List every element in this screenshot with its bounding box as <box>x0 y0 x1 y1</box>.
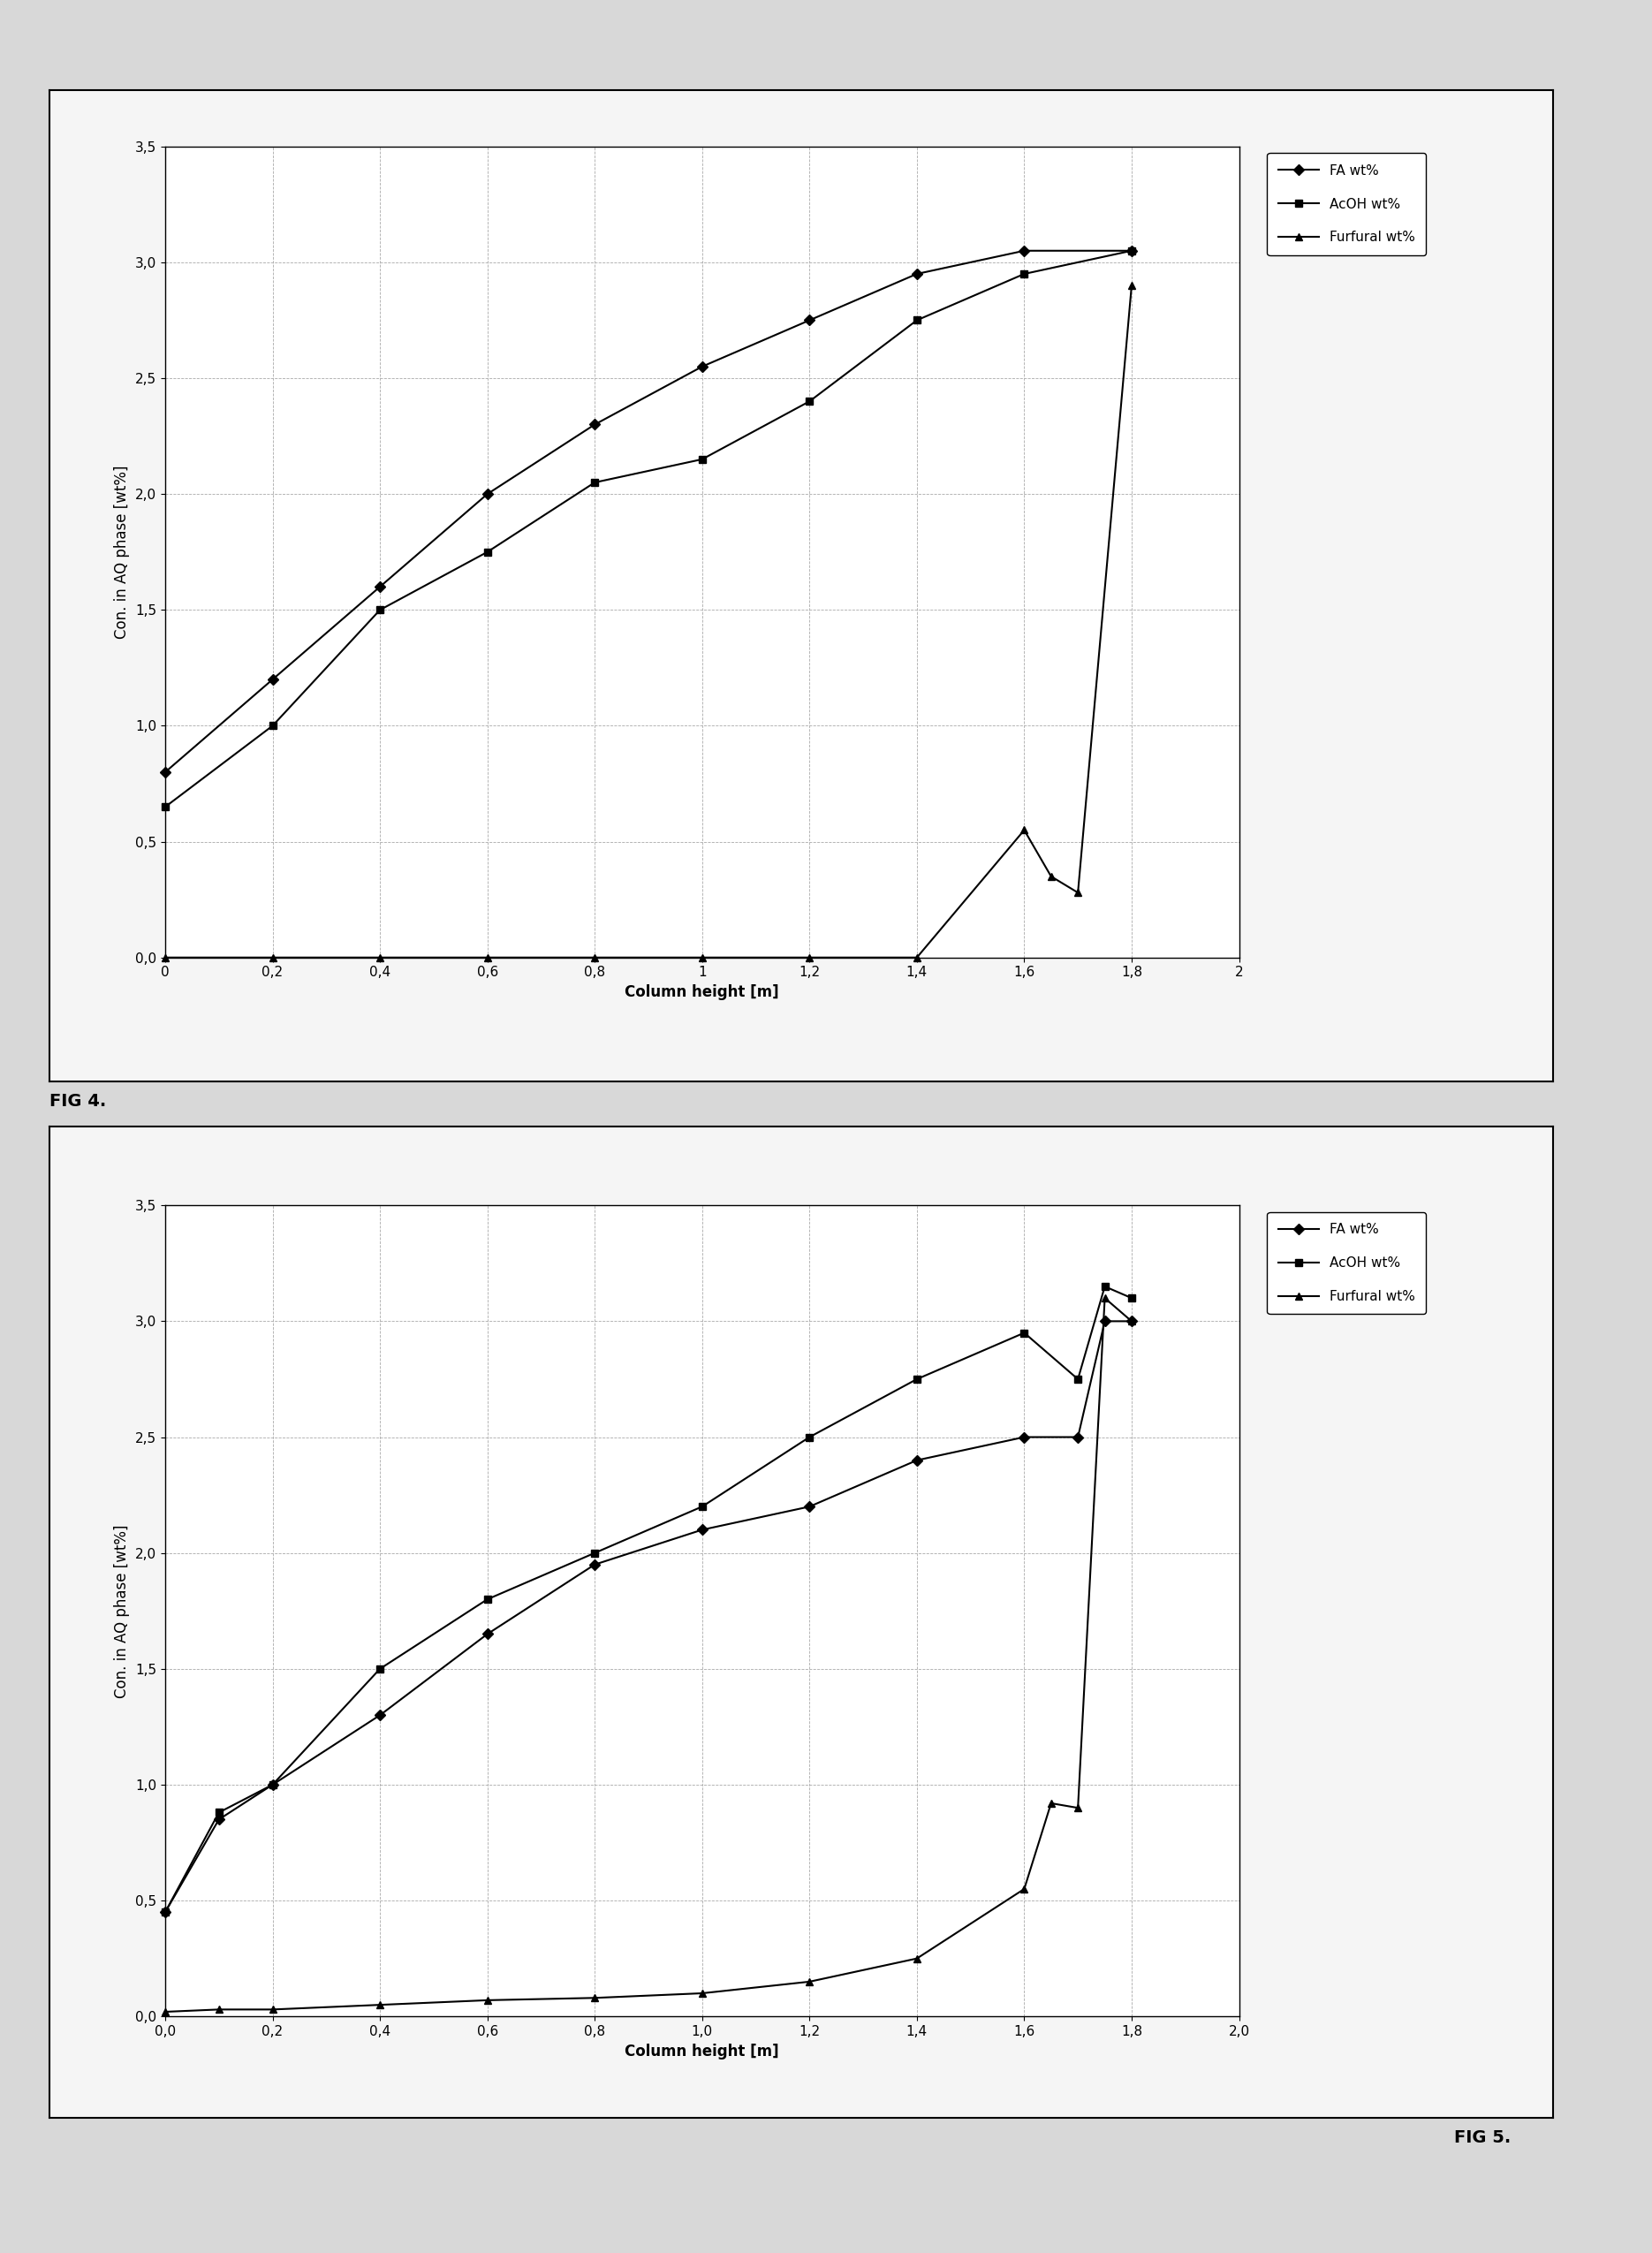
FA wt% <box>907 261 927 288</box>
AcOH wt% <box>263 712 282 739</box>
Furfural wt% <box>208 1996 228 2023</box>
Furfural wt% <box>370 1992 390 2019</box>
FA wt% <box>585 410 605 437</box>
Furfural wt% <box>692 944 712 971</box>
FA wt% <box>370 1701 390 1728</box>
AcOH wt% <box>585 1539 605 1566</box>
AcOH wt% <box>1067 1365 1087 1392</box>
AcOH wt% <box>370 597 390 624</box>
FA wt% <box>692 354 712 381</box>
FA wt% <box>477 480 497 507</box>
FA wt% <box>370 572 390 599</box>
FA wt% <box>692 1516 712 1543</box>
FA wt% <box>477 1620 497 1647</box>
AcOH wt% <box>907 306 927 333</box>
Furfural wt% <box>800 944 819 971</box>
Line: FA wt%: FA wt% <box>162 1318 1135 1915</box>
FA wt% <box>263 667 282 694</box>
Furfural wt% <box>692 1980 712 2007</box>
Furfural wt% <box>155 1998 175 2025</box>
FA wt% <box>1014 1424 1034 1451</box>
Line: Furfural wt%: Furfural wt% <box>162 1295 1135 2016</box>
Furfural wt% <box>585 1985 605 2012</box>
Y-axis label: Con. in AQ phase [wt%]: Con. in AQ phase [wt%] <box>114 464 131 640</box>
AcOH wt% <box>1014 261 1034 288</box>
AcOH wt% <box>585 469 605 496</box>
Furfural wt% <box>263 944 282 971</box>
AcOH wt% <box>477 538 497 566</box>
Furfural wt% <box>1067 1793 1087 1820</box>
Text: FIG 4.: FIG 4. <box>50 1093 106 1108</box>
AcOH wt% <box>1122 1284 1142 1311</box>
AcOH wt% <box>155 793 175 820</box>
AcOH wt% <box>800 1424 819 1451</box>
FA wt% <box>1014 237 1034 264</box>
FA wt% <box>800 306 819 333</box>
FA wt% <box>208 1807 228 1834</box>
Furfural wt% <box>477 1987 497 2014</box>
Furfural wt% <box>370 944 390 971</box>
Furfural wt% <box>1014 816 1034 843</box>
FA wt% <box>155 1899 175 1926</box>
Furfural wt% <box>477 944 497 971</box>
Line: FA wt%: FA wt% <box>162 248 1135 775</box>
FA wt% <box>800 1494 819 1521</box>
Furfural wt% <box>585 944 605 971</box>
AcOH wt% <box>1095 1273 1115 1300</box>
Furfural wt% <box>155 944 175 971</box>
Furfural wt% <box>1122 1307 1142 1334</box>
Legend: FA wt%, AcOH wt%, Furfural wt%: FA wt%, AcOH wt%, Furfural wt% <box>1267 1212 1426 1313</box>
Furfural wt% <box>1067 879 1087 906</box>
Furfural wt% <box>907 944 927 971</box>
FA wt% <box>1067 1424 1087 1451</box>
X-axis label: Column height [m]: Column height [m] <box>624 985 780 1000</box>
AcOH wt% <box>692 1494 712 1521</box>
FA wt% <box>155 759 175 786</box>
Furfural wt% <box>1041 863 1061 890</box>
Furfural wt% <box>800 1969 819 1996</box>
Furfural wt% <box>1041 1789 1061 1816</box>
FA wt% <box>1122 1307 1142 1334</box>
X-axis label: Column height [m]: Column height [m] <box>624 2043 780 2059</box>
Text: FIG 5.: FIG 5. <box>1454 2129 1510 2145</box>
FA wt% <box>907 1446 927 1473</box>
Furfural wt% <box>1122 273 1142 300</box>
Furfural wt% <box>263 1996 282 2023</box>
Line: AcOH wt%: AcOH wt% <box>162 248 1135 811</box>
AcOH wt% <box>477 1586 497 1613</box>
AcOH wt% <box>1122 237 1142 264</box>
FA wt% <box>1095 1307 1115 1334</box>
Line: AcOH wt%: AcOH wt% <box>162 1282 1135 1915</box>
Legend: FA wt%, AcOH wt%, Furfural wt%: FA wt%, AcOH wt%, Furfural wt% <box>1267 153 1426 255</box>
AcOH wt% <box>800 388 819 415</box>
FA wt% <box>1122 237 1142 264</box>
AcOH wt% <box>692 446 712 473</box>
FA wt% <box>585 1550 605 1577</box>
AcOH wt% <box>208 1798 228 1825</box>
Y-axis label: Con. in AQ phase [wt%]: Con. in AQ phase [wt%] <box>114 1523 131 1699</box>
AcOH wt% <box>263 1771 282 1798</box>
Furfural wt% <box>907 1944 927 1971</box>
Furfural wt% <box>1095 1284 1115 1311</box>
AcOH wt% <box>155 1899 175 1926</box>
Line: Furfural wt%: Furfural wt% <box>162 282 1135 962</box>
AcOH wt% <box>1014 1320 1034 1347</box>
Furfural wt% <box>1014 1874 1034 1902</box>
AcOH wt% <box>370 1656 390 1683</box>
FA wt% <box>263 1771 282 1798</box>
AcOH wt% <box>907 1365 927 1392</box>
